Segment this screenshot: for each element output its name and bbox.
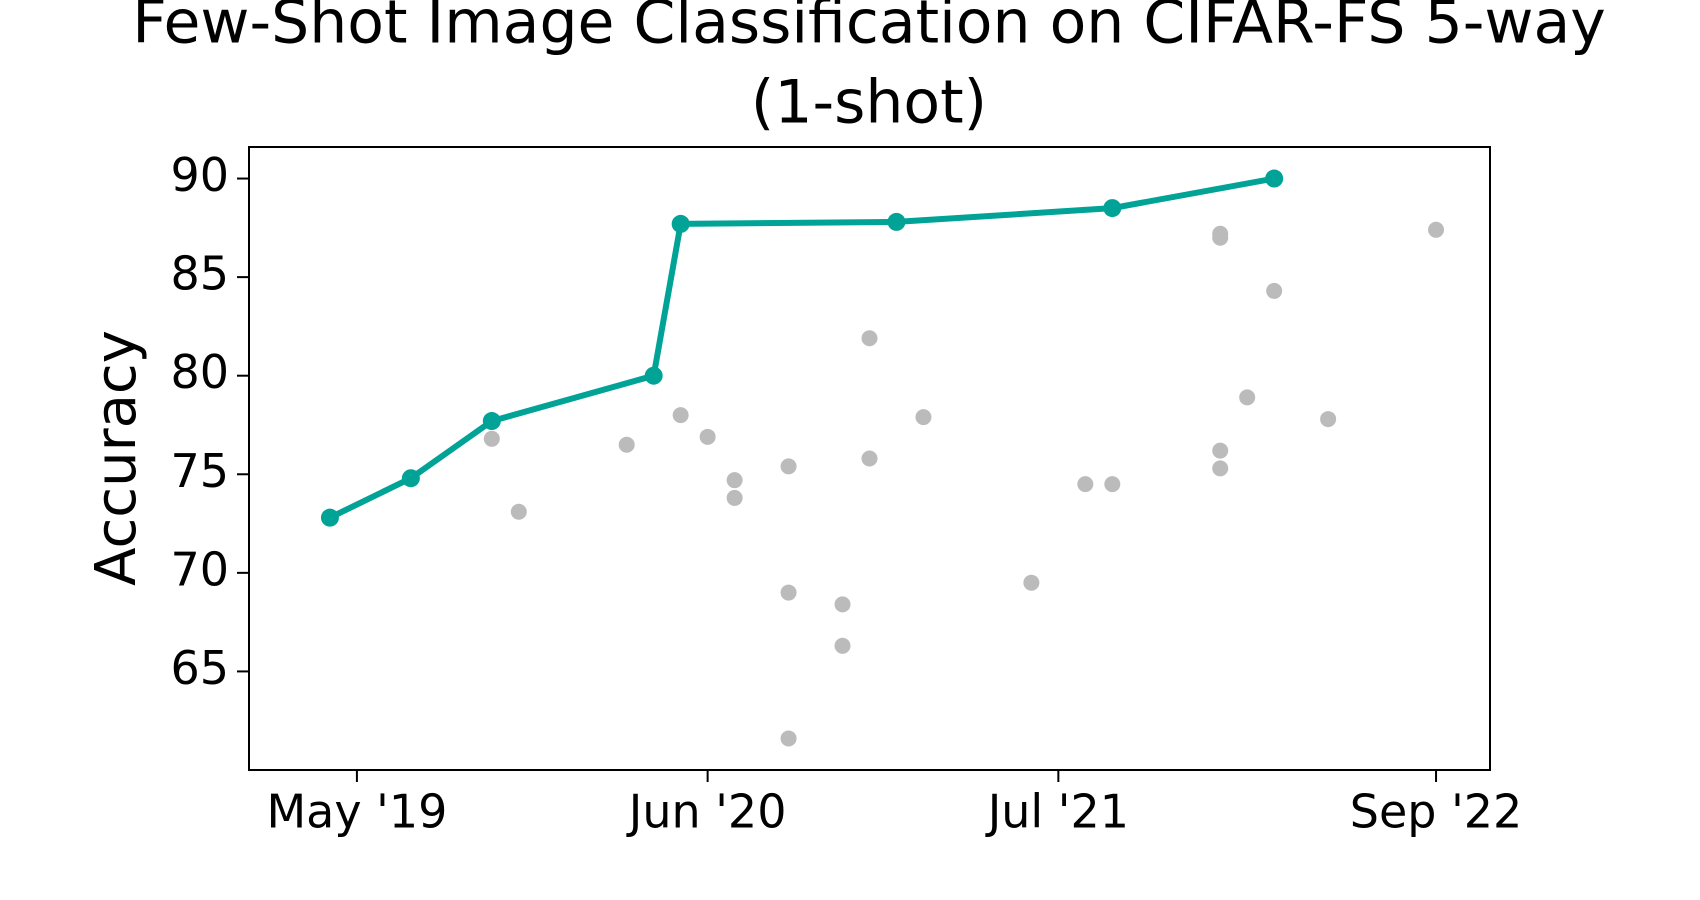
scatter-point (780, 730, 797, 747)
line-point (401, 469, 420, 488)
scatter-point (1266, 282, 1283, 299)
x-tick-label: May '19 (266, 785, 447, 839)
y-tick-label: 70 (170, 542, 229, 596)
y-axis-label: Accuracy (84, 330, 149, 586)
scatter-point (834, 596, 851, 613)
y-tick-label: 90 (170, 148, 229, 202)
line-point (320, 508, 339, 527)
line-point (1265, 169, 1284, 188)
series-line (328, 175, 1275, 521)
scatter-point (1212, 442, 1229, 459)
plot-frame (248, 146, 1491, 771)
scatter-point (618, 436, 635, 453)
y-tick-label: 65 (170, 641, 229, 695)
scatter-point (1239, 389, 1256, 406)
line-point (1103, 199, 1122, 218)
scatter-point (861, 450, 878, 467)
y-tick-label: 75 (170, 444, 229, 498)
scatter-point (1104, 476, 1121, 493)
scatter-point (483, 430, 500, 447)
scatter-point (780, 458, 797, 475)
chart-title: Few-Shot Image Classification on CIFAR-F… (132, 0, 1606, 58)
x-tick-label: Jul '21 (985, 785, 1129, 839)
chart-title: (1-shot) (751, 68, 987, 138)
scatter-point (699, 428, 716, 445)
scatter-point (780, 584, 797, 601)
scatter-point (1320, 411, 1337, 428)
scatter-point (1023, 574, 1040, 591)
scatter-point (1212, 460, 1229, 477)
x-tick-label: Jun '20 (626, 785, 787, 839)
scatter-point (1077, 476, 1094, 493)
scatter-point (510, 503, 527, 520)
y-tick-label: 85 (170, 247, 229, 301)
scatter-point (834, 637, 851, 654)
scatter-point (861, 330, 878, 347)
line-point (644, 366, 663, 385)
scatter-point (1428, 221, 1445, 238)
scatter-point (1212, 229, 1229, 246)
line-point (671, 214, 690, 233)
x-tick-label: Sep '22 (1350, 785, 1523, 839)
line-point (482, 412, 501, 431)
scatter-point (915, 409, 932, 426)
scatter-point (672, 407, 689, 424)
scatter-point (726, 489, 743, 506)
y-tick-label: 80 (170, 345, 229, 399)
scatter-point (726, 472, 743, 489)
line-point (887, 212, 906, 231)
